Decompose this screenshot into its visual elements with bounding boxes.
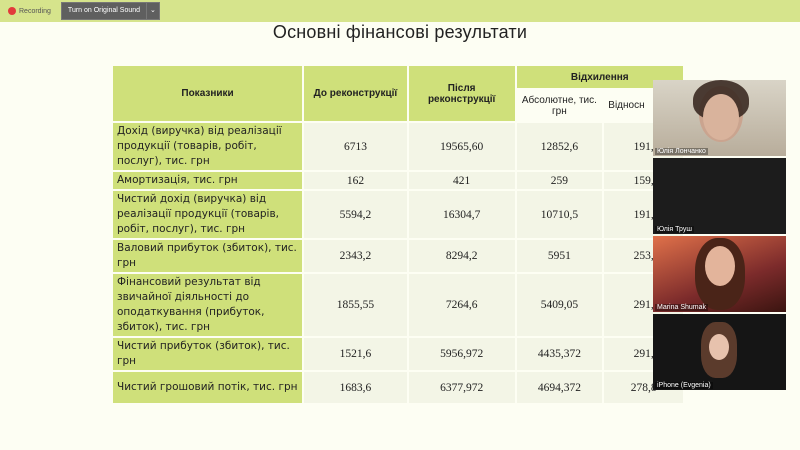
table-row: Валовий прибуток (збиток), тис. грн 2343… <box>110 238 685 274</box>
table-row: Чистий грошовий потік, тис. грн 1683,6 6… <box>110 370 685 405</box>
cell-after: 421 <box>406 170 517 191</box>
record-icon <box>8 7 16 15</box>
cell-absolute: 5409,05 <box>514 272 605 338</box>
top-toolbar: Recording Turn on Original Sound ⌄ <box>0 0 800 22</box>
participant-name: iPhone (Evgenia) <box>655 382 713 389</box>
participant-tile[interactable]: Юлія Труш <box>653 158 786 234</box>
participant-name: Marina Shumak <box>655 304 709 311</box>
row-label: Чистий дохід (виручка) від реалізації пр… <box>110 189 305 240</box>
cell-absolute: 5951 <box>514 238 605 274</box>
cell-after: 19565,60 <box>406 121 517 172</box>
participant-video <box>703 94 739 140</box>
chevron-down-icon[interactable]: ⌄ <box>147 2 160 20</box>
cell-absolute: 12852,6 <box>514 121 605 172</box>
participant-tile[interactable]: iPhone (Evgenia) <box>653 314 786 390</box>
header-row: Показники До реконструкції Після реконст… <box>110 64 686 123</box>
participant-tile[interactable]: Marina Shumak <box>653 236 786 312</box>
cell-before: 1683,6 <box>302 370 409 405</box>
table-row: Чистий дохід (виручка) від реалізації пр… <box>110 189 685 240</box>
slide-title: Основні фінансові результати <box>272 22 528 42</box>
cell-after: 5956,972 <box>406 336 517 372</box>
row-label: Чистий прибуток (збиток), тис. грн <box>110 336 305 372</box>
table-row: Фінансовий результат від звичайної діяль… <box>110 272 685 338</box>
cell-before: 2343,2 <box>302 238 409 274</box>
header-before: До реконструкції <box>302 64 409 123</box>
row-label: Чистий грошовий потік, тис. грн <box>110 370 305 405</box>
cell-absolute: 4694,372 <box>514 370 605 405</box>
cell-after: 6377,972 <box>406 370 517 405</box>
cell-before: 6713 <box>302 121 409 172</box>
cell-before: 1855,55 <box>302 272 409 338</box>
subheader-row: Абсолютне, тис. грн Відносн <box>112 88 685 123</box>
header-absolute: Абсолютне, тис. грн <box>514 88 605 123</box>
participant-video <box>709 334 729 360</box>
table-row: Дохід (виручка) від реалізації продукції… <box>110 121 685 172</box>
participant-name: Юлія Труш <box>655 226 694 233</box>
participant-name: Юлія Лончанко <box>655 148 708 155</box>
table-row: Чистий прибуток (збиток), тис. грн 1521,… <box>110 336 685 372</box>
recording-label: Recording <box>19 7 51 15</box>
cell-before: 5594,2 <box>302 189 409 240</box>
financial-results-table: Показники До реконструкції Після реконст… <box>110 64 686 405</box>
table-row: Амортизація, тис. грн 162 421 259 159, <box>110 170 685 191</box>
header-indicators: Показники <box>110 64 305 123</box>
row-label: Валовий прибуток (збиток), тис. грн <box>110 238 305 274</box>
cell-absolute: 259 <box>514 170 605 191</box>
recording-indicator: Recording <box>8 7 51 15</box>
cell-absolute: 10710,5 <box>514 189 605 240</box>
row-label: Амортизація, тис. грн <box>110 170 305 191</box>
original-sound-button[interactable]: Turn on Original Sound <box>60 2 148 20</box>
row-label: Фінансовий результат від звичайної діяль… <box>110 272 305 338</box>
participant-video <box>705 246 735 286</box>
cell-absolute: 4435,372 <box>514 336 605 372</box>
header-after: Після реконструкції <box>406 64 517 123</box>
cell-after: 8294,2 <box>406 238 517 274</box>
participants-panel: Юлія Лончанко Юлія Труш Marina Shumak iP… <box>653 80 786 392</box>
cell-after: 16304,7 <box>406 189 517 240</box>
participant-tile[interactable]: Юлія Лончанко <box>653 80 786 156</box>
cell-after: 7264,6 <box>406 272 517 338</box>
cell-before: 1521,6 <box>302 336 409 372</box>
cell-before: 162 <box>302 170 409 191</box>
row-label: Дохід (виручка) від реалізації продукції… <box>110 121 305 172</box>
